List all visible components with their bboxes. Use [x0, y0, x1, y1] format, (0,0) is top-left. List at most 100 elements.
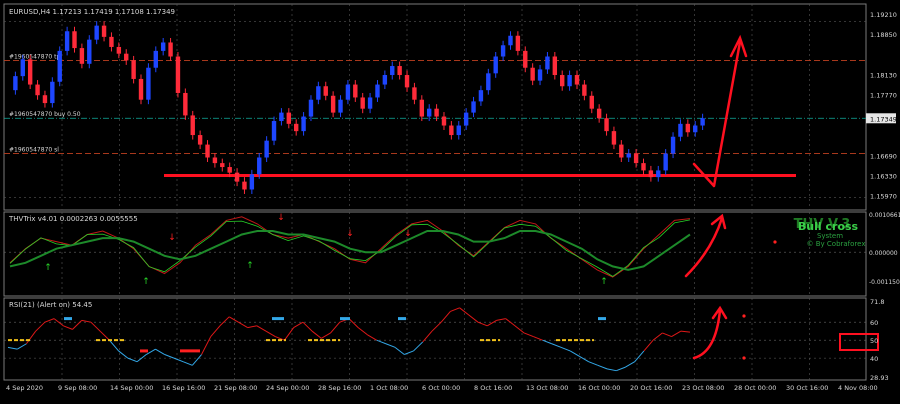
candle-body — [478, 90, 484, 102]
rsi-segment — [542, 339, 552, 345]
rsi-segment — [533, 336, 543, 341]
candle-body — [27, 59, 33, 85]
rsi-segment — [514, 325, 525, 334]
candle-body — [330, 95, 336, 113]
candle-body — [168, 42, 173, 57]
candle-body — [419, 99, 425, 117]
candle-body — [626, 153, 631, 158]
rsi-segment — [72, 320, 83, 330]
rsi-segment — [228, 316, 239, 323]
candle-body — [20, 59, 25, 77]
rsi-segment — [671, 330, 682, 337]
candle-body — [574, 75, 580, 85]
rsi-tick-label: 50 — [870, 337, 878, 345]
rsi-segment — [468, 314, 479, 323]
candle-body — [286, 112, 291, 124]
marker-dot — [742, 356, 746, 360]
rsi-segment — [486, 319, 497, 327]
candle-body — [338, 99, 343, 113]
price-tick-label: 1.18130 — [870, 71, 897, 79]
rsi-segment — [99, 330, 110, 341]
thv-lines: ↑ ↑ ↑ ↑ ↓ ↓ ↓ ↓ — [4, 213, 866, 287]
rsi-segment — [616, 366, 626, 372]
rsi-panel[interactable] — [3, 297, 867, 381]
watermark-overlay: Bull cross — [798, 220, 859, 233]
rsi-segment — [90, 321, 101, 332]
candle-body — [656, 170, 661, 178]
order-label: #1960547870 sl — [9, 147, 59, 154]
candle-body — [663, 153, 668, 171]
x-axis-label: 20 Oct 16:00 — [630, 384, 672, 392]
x-axis-label: 6 Oct 00:00 — [422, 384, 460, 392]
candle-body — [500, 45, 506, 57]
candle-body — [57, 50, 62, 82]
rsi-segment — [247, 325, 257, 329]
rsi-segment — [238, 321, 248, 329]
rsi-segment — [118, 350, 129, 359]
rsi-segment — [145, 348, 156, 355]
rsi-segment — [155, 348, 165, 355]
rsi-segment — [662, 332, 672, 338]
current-price-label: 1.17349 — [870, 115, 897, 123]
rsi-segment — [357, 327, 368, 336]
candle-body — [227, 167, 232, 173]
candle-body — [611, 131, 617, 145]
order-label: #1960547870 buy 0.50 — [9, 111, 81, 118]
rsi-segment — [551, 343, 562, 348]
candles — [13, 21, 705, 194]
rsi-segment — [385, 343, 396, 348]
thv-slow-line — [9, 230, 691, 271]
rsi-segment — [625, 361, 635, 368]
candle-body — [427, 108, 432, 117]
down-arrow: ↓ — [168, 233, 176, 243]
axis-labels: 1.19210 1.18850 1.18130 1.17770 1.17349 1.166… — [6, 11, 900, 392]
rsi-segment — [182, 361, 193, 366]
candle-body — [375, 84, 380, 98]
candle-body — [596, 108, 602, 119]
thv-panel[interactable] — [3, 211, 867, 297]
annotation-arrow — [684, 216, 724, 278]
candle-body — [382, 75, 388, 85]
candle-body — [670, 136, 676, 154]
candle-body — [530, 67, 535, 81]
x-axis-label: 9 Sep 08:00 — [58, 384, 97, 392]
candle-body — [441, 116, 447, 126]
candle-body — [64, 31, 70, 51]
candle-body — [205, 144, 210, 158]
candle-body — [87, 39, 92, 64]
candle-body — [456, 125, 461, 136]
price-tick-label: 1.19210 — [870, 11, 897, 19]
candle-body — [523, 50, 528, 68]
candle-body — [404, 75, 410, 88]
rsi-segment — [16, 343, 27, 350]
candle-body — [567, 75, 572, 87]
main-panel[interactable] — [3, 3, 867, 211]
rsi-segment — [606, 368, 617, 372]
candle-body — [271, 121, 277, 141]
candle-body — [434, 108, 439, 117]
candle-body — [648, 170, 654, 178]
annotation-arrowhead — [729, 34, 748, 58]
rsi-segment — [53, 318, 64, 327]
rsi-segment — [293, 321, 304, 329]
rsi-segment — [35, 321, 46, 332]
candle-body — [175, 56, 181, 93]
thv-signal-line — [9, 219, 691, 277]
rsi-line — [4, 307, 866, 372]
candle-body — [42, 95, 48, 104]
candle-body — [257, 157, 262, 175]
candle-body — [463, 112, 469, 126]
candle-body — [234, 172, 240, 182]
candle-body — [249, 174, 255, 190]
candle-body — [486, 73, 491, 91]
rsi-segment — [302, 321, 313, 332]
candle-body — [146, 67, 151, 100]
candle-body — [700, 118, 705, 126]
rsi-segment — [81, 319, 92, 323]
down-arrow: ↓ — [277, 213, 285, 223]
rsi-segment — [164, 354, 175, 359]
candle-body — [293, 123, 299, 132]
rsi-segment — [560, 346, 571, 352]
rsi-segment — [459, 307, 470, 316]
